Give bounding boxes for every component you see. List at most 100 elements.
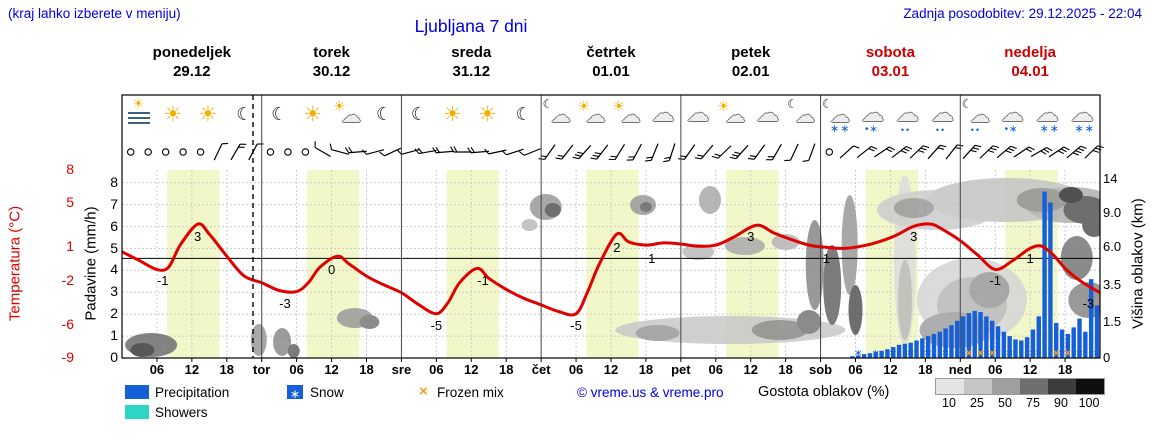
snow-legend-label: Snow xyxy=(310,385,344,400)
day-abbrev-tick: čet xyxy=(531,362,551,377)
moon-icon: ☾ xyxy=(542,97,554,111)
snow-marker: ∗ xyxy=(854,348,862,359)
cloud-blob xyxy=(897,260,912,340)
wind-barb-icon xyxy=(1084,145,1104,159)
precip-bar xyxy=(1059,329,1065,358)
cloud-axis-tick: 6.0 xyxy=(1103,239,1122,254)
snow-marker: ∗ xyxy=(982,348,990,359)
cloud-blob xyxy=(359,315,380,329)
weather-icon-cloud-moon: ☾ ☁ xyxy=(785,97,821,137)
precip-bar xyxy=(873,351,878,358)
snow-flakes-icon: ∗∗ xyxy=(830,123,851,135)
precip-axis-tick: 6 xyxy=(110,217,118,234)
wind-barb-icon xyxy=(450,146,472,153)
cloud-blob xyxy=(635,325,680,341)
time-tick: 18 xyxy=(359,362,374,377)
temperature-value-label: 0 xyxy=(327,262,336,278)
precip-bar xyxy=(1088,279,1094,358)
wind-barb-icon xyxy=(1048,146,1070,158)
precip-bar xyxy=(955,320,960,358)
day-date: 01.01 xyxy=(592,63,630,80)
time-tick: 18 xyxy=(778,362,793,377)
cloud-density-scale-label: 90 xyxy=(1054,396,1068,410)
moon-icon: ☾ xyxy=(375,104,393,124)
temperature-value-label: -3 xyxy=(1082,295,1095,311)
time-tick: 06 xyxy=(568,362,584,377)
time-tick: 18 xyxy=(498,362,514,377)
snow-swatch: ∗ xyxy=(287,385,303,401)
fog-icon xyxy=(128,122,151,124)
snow-marker: ∗ xyxy=(906,348,914,359)
rain-drops-icon: •• xyxy=(900,125,912,135)
wind-barb-icon xyxy=(1066,145,1087,159)
temperature-value-label: 1 xyxy=(648,251,656,267)
showers-swatch xyxy=(125,405,149,419)
credit-link[interactable]: © vreme.us & vreme.pro xyxy=(577,385,724,400)
day-date: 02.01 xyxy=(731,63,770,80)
cloud-density-swatch xyxy=(992,379,1020,394)
weather-icon-sun: ☀ xyxy=(436,97,472,137)
wind-barb-icon xyxy=(695,144,714,160)
page-title: Ljubljana 7 dni xyxy=(414,16,528,36)
cloud-blob xyxy=(1016,188,1067,212)
cloud-density-label: Gostota oblakov (%) xyxy=(758,384,890,400)
cloud-axis-tick: 3.5 xyxy=(1103,277,1122,292)
weather-icon-sun-cloud: ☀ ☁ xyxy=(576,97,612,137)
cloud-icon: ☁ xyxy=(860,100,884,126)
time-tick: 06 xyxy=(848,362,863,377)
wind-barb-icon xyxy=(784,143,799,162)
temperature-value-label: -1 xyxy=(477,273,489,289)
fog-icon xyxy=(128,117,151,119)
cloud-blob xyxy=(698,186,721,214)
moon-icon: ☾ xyxy=(822,97,833,111)
cloud-icon: ☁ xyxy=(795,105,816,127)
temp-axis-tick: 5 xyxy=(66,194,74,211)
precip-axis-tick: 7 xyxy=(110,195,118,212)
weather-icon-sun-cloud: ☀ ☁ xyxy=(715,97,751,137)
precip-bar xyxy=(960,316,966,358)
sun-icon: ☀ xyxy=(612,98,626,114)
cloud-blob xyxy=(130,343,155,357)
cloud-icon: ☁ xyxy=(550,105,571,127)
snow-flakes-icon: ∗∗ xyxy=(1074,123,1095,135)
precip-bar xyxy=(1024,337,1030,358)
wind-barb-icon xyxy=(1030,146,1053,158)
precip-bar xyxy=(943,328,948,358)
cloud-blob xyxy=(250,324,267,356)
cloud-density-scale-label: 75 xyxy=(1026,396,1040,410)
weather-icon-snow: ☁ ∗∗ xyxy=(1030,97,1066,137)
weather-icon-moon: ☾ xyxy=(366,97,402,137)
cloud-layer xyxy=(125,175,1100,358)
cloud-density-swatch xyxy=(964,379,992,394)
weather-icon-cloud: ☁ xyxy=(680,97,716,137)
cloud-blob xyxy=(1082,213,1100,237)
weather-icon-moon: ☾ xyxy=(506,97,542,137)
wind-barb-icon xyxy=(626,143,642,161)
precip-bar xyxy=(1007,336,1012,358)
wind-barb-icon xyxy=(484,148,507,155)
time-tick: 06 xyxy=(429,362,444,377)
moon-icon: ☾ xyxy=(787,97,798,111)
wind-barb-icon xyxy=(414,147,437,155)
cloud-blob xyxy=(848,285,863,335)
cloud-icon: ☁ xyxy=(585,105,606,127)
rain-drops-icon: •• xyxy=(970,125,982,135)
wind-barb-icon xyxy=(314,141,331,158)
snow-marker: ∗ xyxy=(872,348,880,359)
snow-marker: ∗ xyxy=(924,348,932,359)
precip-bar xyxy=(937,331,942,358)
time-tick: 18 xyxy=(918,362,933,377)
frozen-mix-marker: × xyxy=(977,346,984,360)
wind-barb-icon xyxy=(927,144,947,160)
wind-barb-icon xyxy=(839,145,860,159)
cloud-blob xyxy=(682,244,715,260)
wind-barb-icon xyxy=(518,148,541,156)
temperature-value-label: 3 xyxy=(194,229,202,245)
wind-barb-icon xyxy=(555,144,574,160)
moon-icon: ☾ xyxy=(961,97,973,111)
precip-bar xyxy=(891,347,896,358)
calm-wind-icon xyxy=(126,148,135,156)
precip-bar xyxy=(978,312,983,358)
day-name: četrtek xyxy=(586,44,636,61)
wind-barb-icon xyxy=(996,145,1017,159)
